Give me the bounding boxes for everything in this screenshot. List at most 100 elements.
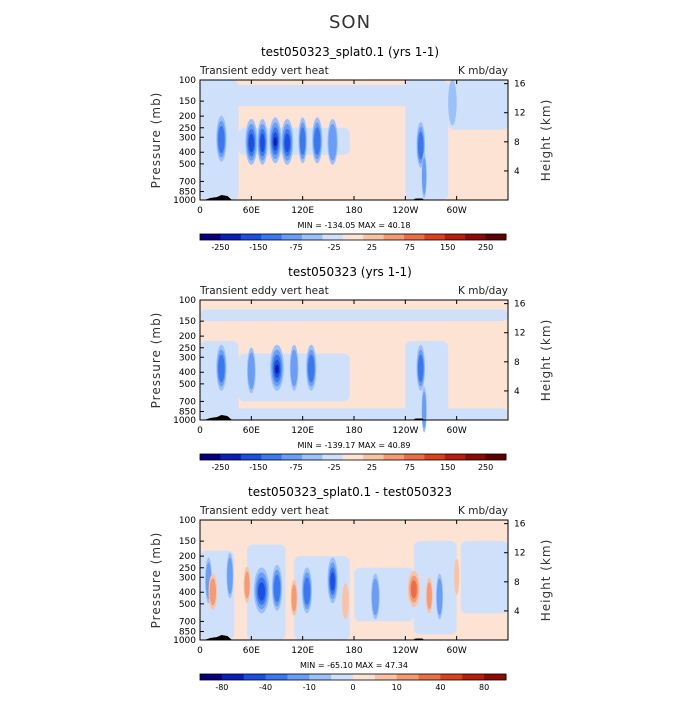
colorbar-frame (199, 673, 507, 681)
colorbar-swatch (281, 234, 303, 240)
colorbar-swatch (485, 454, 507, 460)
y-tick-label: 700 (179, 617, 196, 627)
page-title: SON (328, 12, 372, 33)
y-tick-label: 150 (179, 317, 196, 327)
panel-title: test050323_splat0.1 (yrs 1-1) (261, 45, 439, 59)
contour-blob (303, 577, 311, 605)
colorbar-swatch (331, 674, 354, 680)
contour-band (354, 567, 414, 622)
colorbar-swatch (322, 454, 344, 460)
colorbar-swatch (444, 234, 466, 240)
x-tick-label: 60E (243, 646, 260, 656)
contour-band (405, 341, 449, 420)
contour-blob (218, 125, 225, 154)
y-tick-label: 1000 (173, 196, 196, 206)
x-tick-label: 0 (197, 426, 203, 436)
y2-tick-label: 4 (514, 387, 520, 397)
y-tick-label: 150 (179, 537, 196, 547)
colorbar-swatch (404, 234, 425, 240)
colorbar-label: 25 (367, 243, 377, 252)
panel-left-label: Transient eddy vert heat (199, 505, 329, 517)
colorbar-swatch (261, 234, 283, 240)
contour-blob (307, 354, 315, 383)
y2-tick-label: 16 (514, 300, 526, 310)
x-tick-label: 60W (446, 426, 466, 436)
y-tick-label: 200 (179, 552, 196, 562)
x-tick-label: 180 (345, 426, 362, 436)
contour-blob (448, 79, 457, 126)
contour-blob (342, 583, 349, 620)
colorbar-swatch (265, 674, 288, 680)
y-tick-label: 700 (179, 397, 196, 407)
colorbar-swatch (404, 454, 425, 460)
contour-band (413, 541, 457, 635)
colorbar-swatch (221, 674, 245, 680)
contour-band (200, 408, 508, 420)
colorbar-label: -150 (249, 243, 267, 252)
y-tick-label: 250 (179, 564, 196, 574)
colorbar-label: 150 (440, 463, 455, 472)
contour-blob (454, 558, 460, 595)
y-tick-label: 400 (179, 588, 196, 598)
contour-blob (258, 582, 266, 601)
contour-band (448, 80, 508, 130)
colorbar-label: 150 (440, 243, 455, 252)
topography (204, 195, 233, 200)
y-tick-label: 100 (179, 296, 196, 306)
colorbar-swatch (302, 234, 323, 240)
y-tick-label: 850 (179, 188, 196, 198)
y-tick-label: 850 (179, 408, 196, 418)
contour-blob (422, 157, 427, 195)
contour-blob (275, 364, 279, 374)
y2-tick-label: 12 (514, 549, 525, 559)
x-tick-label: 120W (392, 426, 418, 436)
contour-blob (371, 578, 379, 616)
colorbar-label: -25 (328, 243, 341, 252)
colorbar-swatch (240, 234, 262, 240)
colorbar-swatch (220, 454, 242, 460)
contour-blob (247, 352, 255, 390)
contour-blob (248, 133, 255, 153)
contour-blob (426, 582, 432, 610)
contour-blob (328, 123, 337, 161)
x-tick-label: 0 (197, 646, 203, 656)
colorbar-swatch (261, 454, 283, 460)
colorbar-label: 250 (478, 243, 493, 252)
y-tick-label: 200 (179, 112, 196, 122)
panel-left-label: Transient eddy vert heat (199, 65, 329, 77)
colorbar-swatch (302, 454, 323, 460)
colorbar-swatch (418, 674, 441, 680)
colorbar-swatch (396, 674, 420, 680)
y-tick-label: 400 (179, 148, 196, 158)
y-tick-label: 500 (179, 160, 196, 170)
y2-tick-label: 8 (514, 578, 520, 588)
colorbar-label: 40 (435, 683, 445, 692)
panel-right-label: K mb/day (458, 65, 508, 77)
y-tick-label: 1000 (173, 416, 196, 426)
colorbar-swatch (424, 234, 446, 240)
y2-axis-label: Height (km) (539, 319, 553, 401)
colorbar-swatch (363, 454, 385, 460)
colorbar-label: 10 (392, 683, 402, 692)
colorbar-label: -75 (290, 463, 303, 472)
x-tick-label: 180 (345, 646, 362, 656)
contour-blob (291, 584, 297, 612)
topography (204, 635, 233, 640)
colorbar-label: 75 (405, 463, 415, 472)
colorbar-swatch (465, 234, 487, 240)
contour-blob (244, 571, 250, 599)
colorbar-label: 80 (479, 683, 489, 692)
contour-blob (410, 580, 417, 599)
contour-band (405, 80, 449, 200)
stats-text: MIN = -65.10 MAX = 47.34 (300, 661, 408, 670)
colorbar-swatch (462, 674, 485, 680)
panel-2: test050323 (yrs 1-1) Transient eddy vert… (149, 265, 553, 472)
colorbar-swatch (240, 454, 262, 460)
y2-tick-label: 8 (514, 358, 520, 368)
contour-blob (218, 354, 225, 383)
y-tick-label: 300 (179, 573, 196, 583)
y-axis-label: Pressure (mb) (149, 312, 163, 409)
colorbar-swatch (243, 674, 267, 680)
contour-blob (417, 131, 424, 160)
colorbar-label: -10 (303, 683, 316, 692)
